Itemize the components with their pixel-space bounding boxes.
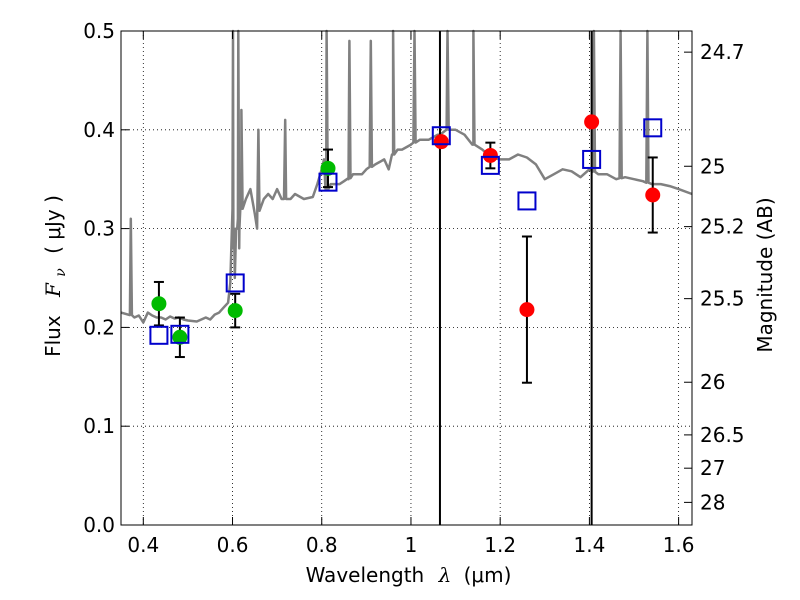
- model-point: [318, 172, 338, 192]
- sed-model: [120, 29, 693, 324]
- x-tick-label: 0.6: [217, 533, 249, 557]
- x-axis-label-symbol: λ: [438, 563, 452, 587]
- model-point: [225, 273, 245, 293]
- data-point: [584, 114, 600, 130]
- grid-lines: [121, 30, 692, 526]
- y-tick-label: 0.4: [83, 118, 115, 142]
- y-axis-label-text: Flux: [41, 315, 65, 357]
- data-point: [151, 296, 167, 312]
- sed-model-line: [120, 29, 693, 324]
- y2-tick-label: 26.5: [700, 423, 745, 447]
- x-axis-label-unit: (μm): [464, 563, 512, 587]
- y-tick-label: 0.1: [83, 414, 115, 438]
- y-tick-label: 0.0: [83, 513, 115, 537]
- y2-tick-label: 25: [700, 154, 725, 178]
- data-markers: [149, 114, 663, 345]
- x-tick-label: 1.4: [573, 533, 605, 557]
- data-point: [320, 160, 336, 176]
- y2-tick-label: 25.2: [700, 215, 745, 239]
- y-axis-label-unit: ( μJy ): [41, 195, 65, 254]
- y-axis-label: Flux F ν ( μJy ): [41, 195, 70, 357]
- plot-frame: [120, 30, 693, 526]
- x-axis-label: Wavelength λ (μm): [306, 563, 512, 587]
- y2-tick-label: 24.7: [700, 40, 745, 64]
- y-tick-label: 0.2: [83, 315, 115, 339]
- data-point: [227, 303, 243, 319]
- x-tick-label: 0.8: [306, 533, 338, 557]
- data-point: [482, 147, 498, 163]
- y2-axis-label: Magnitude (AB): [753, 197, 777, 352]
- model-point: [480, 155, 500, 175]
- y2-tick-label: 26: [700, 370, 725, 394]
- data-point: [172, 329, 188, 345]
- model-point: [149, 325, 169, 345]
- x-tick-label: 1.6: [663, 533, 695, 557]
- x-tick-label: 1.2: [484, 533, 516, 557]
- model-point: [643, 118, 663, 138]
- y-tick-label: 0.3: [83, 217, 115, 241]
- y-axis-label-symbol: F: [41, 282, 65, 298]
- vertical-lines: [438, 31, 593, 525]
- model-point: [582, 149, 602, 169]
- x-tick-label: 1: [405, 533, 418, 557]
- y2-tick-label: 25.5: [700, 287, 745, 311]
- model-point: [170, 324, 190, 344]
- x-tick-label: 0.4: [127, 533, 159, 557]
- y2-tick-label: 28: [700, 490, 725, 514]
- model-point: [431, 126, 451, 146]
- data-point: [645, 187, 661, 203]
- data-point: [519, 302, 535, 318]
- model-point: [517, 191, 537, 211]
- x-axis-label-text: Wavelength: [306, 563, 425, 587]
- y-axis-label-subscript: ν: [53, 268, 69, 277]
- y-tick-label: 0.5: [83, 19, 115, 43]
- data-point: [433, 134, 449, 150]
- y2-tick-label: 27: [700, 456, 725, 480]
- error-bars: [153, 141, 658, 384]
- ticks: 0.4 0.6 0.8 1 1.2 1.4 1.6 0.0 0.1 0.2 0.3 0.4 0.5 24.…: [83, 19, 744, 557]
